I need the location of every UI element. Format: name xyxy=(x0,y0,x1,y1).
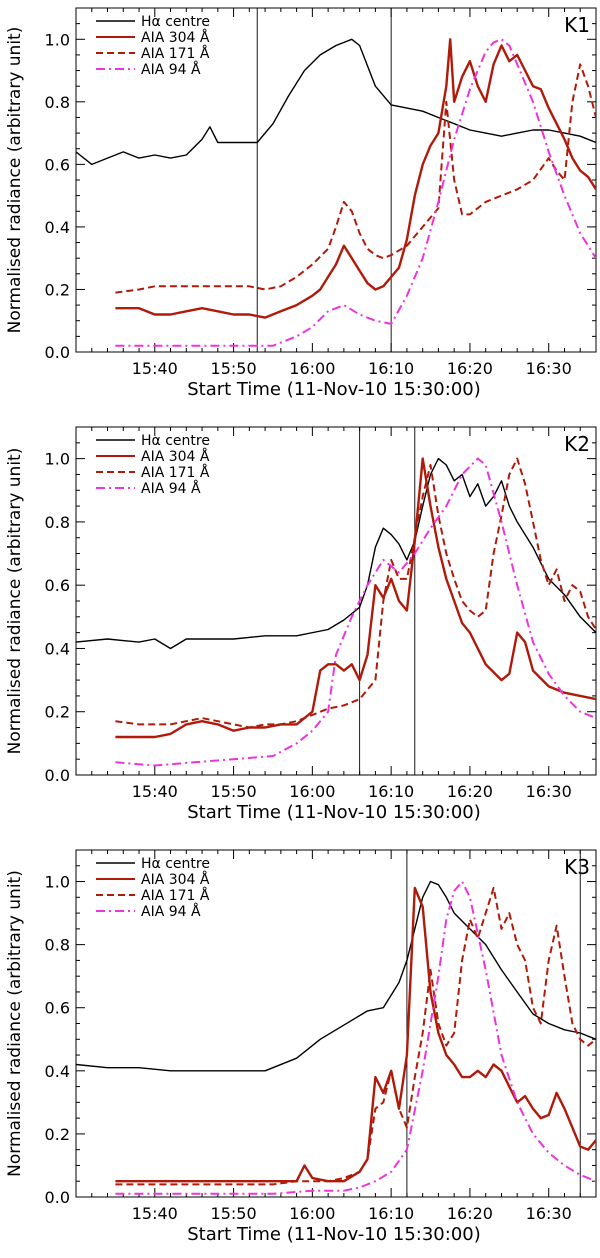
x-tick-label: 16:10 xyxy=(368,359,414,378)
y-tick-label: 0.0 xyxy=(45,1188,70,1207)
series-line-1 xyxy=(76,38,596,166)
y-tick-label: 1.0 xyxy=(45,30,70,49)
legend-label: AIA 94 Å xyxy=(141,61,201,78)
y-axis-label: Normalised radiance (arbitrary unit) xyxy=(5,870,25,1177)
legend-label: Hα centre xyxy=(141,14,210,30)
series-line-2 xyxy=(115,38,596,319)
y-tick-label: 0.4 xyxy=(45,218,70,237)
x-tick-label: 16:30 xyxy=(526,359,572,378)
y-tick-label: 0.2 xyxy=(45,1125,70,1144)
y-tick-label: 0.8 xyxy=(45,513,70,532)
legend-label: Hα centre xyxy=(141,433,210,449)
x-tick-label: 16:00 xyxy=(289,1204,335,1223)
chart-panel-3: 15:40 15:50 16:00 16:10 16:20 16:30 0.0 0.2 0.4 0… xyxy=(5,849,597,1245)
y-tick-label: 0.2 xyxy=(45,703,70,722)
x-tick-label: 15:50 xyxy=(211,359,257,378)
x-tick-label: 16:30 xyxy=(526,1204,572,1223)
x-tick-label: 15:50 xyxy=(211,1204,257,1223)
series-line-1 xyxy=(76,880,596,1072)
panel-label: K2 xyxy=(564,432,590,456)
x-tick-label: 15:40 xyxy=(132,1204,178,1223)
x-tick-label: 16:10 xyxy=(368,782,414,801)
y-tick-label: 0.0 xyxy=(45,343,70,362)
x-tick-label: 16:30 xyxy=(526,782,572,801)
panel-label: K1 xyxy=(564,13,590,37)
legend-label: AIA 171 Å xyxy=(141,887,210,904)
y-tick-label: 0.4 xyxy=(45,639,70,658)
y-axis-label: Normalised radiance (arbitrary unit) xyxy=(5,27,25,334)
series-line-1 xyxy=(76,457,596,650)
legend-label: AIA 171 Å xyxy=(141,45,210,62)
y-tick-label: 0.6 xyxy=(45,999,70,1018)
y-tick-label: 0.0 xyxy=(45,766,70,785)
chart-panel-1: 15:40 15:50 16:00 16:10 16:20 16:30 0.0 0.2 0.4 0… xyxy=(5,7,597,400)
legend-label: AIA 304 Å xyxy=(141,871,210,888)
x-tick-label: 15:50 xyxy=(211,782,257,801)
y-tick-label: 0.2 xyxy=(45,280,70,299)
series-line-4 xyxy=(115,38,596,347)
x-tick-label: 16:20 xyxy=(447,359,493,378)
y-tick-label: 1.0 xyxy=(45,873,70,892)
x-tick-label: 16:00 xyxy=(289,782,335,801)
legend-label: AIA 94 Å xyxy=(141,903,201,920)
series-line-2 xyxy=(115,457,596,739)
panel-label: K3 xyxy=(564,855,590,879)
series-line-3 xyxy=(115,886,596,1186)
series-line-3 xyxy=(115,63,596,294)
series-line-2 xyxy=(115,886,596,1183)
x-tick-label: 16:20 xyxy=(447,782,493,801)
legend-label: AIA 304 Å xyxy=(141,448,210,465)
y-tick-label: 0.8 xyxy=(45,936,70,955)
x-axis-label: Start Time (11-Nov-10 15:30:00) xyxy=(187,1224,481,1245)
legend-label: AIA 171 Å xyxy=(141,464,210,481)
series-line-3 xyxy=(115,457,596,729)
y-axis-label: Normalised radiance (arbitrary unit) xyxy=(5,448,25,755)
x-tick-label: 16:00 xyxy=(289,359,335,378)
y-tick-label: 0.8 xyxy=(45,93,70,112)
y-tick-label: 0.6 xyxy=(45,576,70,595)
x-tick-label: 16:20 xyxy=(447,1204,493,1223)
x-tick-label: 15:40 xyxy=(132,782,178,801)
x-tick-label: 16:10 xyxy=(368,1204,414,1223)
y-tick-label: 1.0 xyxy=(45,450,70,469)
x-axis-label: Start Time (11-Nov-10 15:30:00) xyxy=(187,802,481,823)
x-axis-label: Start Time (11-Nov-10 15:30:00) xyxy=(187,379,481,400)
chart-panel-2: 15:40 15:50 16:00 16:10 16:20 16:30 0.0 0.2 0.4 0… xyxy=(5,426,597,823)
x-tick-label: 15:40 xyxy=(132,359,178,378)
legend-label: AIA 94 Å xyxy=(141,480,201,497)
series-line-4 xyxy=(115,880,596,1195)
legend-label: Hα centre xyxy=(141,856,210,872)
legend-label: AIA 304 Å xyxy=(141,29,210,46)
y-tick-label: 0.6 xyxy=(45,155,70,174)
y-tick-label: 0.4 xyxy=(45,1062,70,1081)
series-line-4 xyxy=(115,457,596,767)
